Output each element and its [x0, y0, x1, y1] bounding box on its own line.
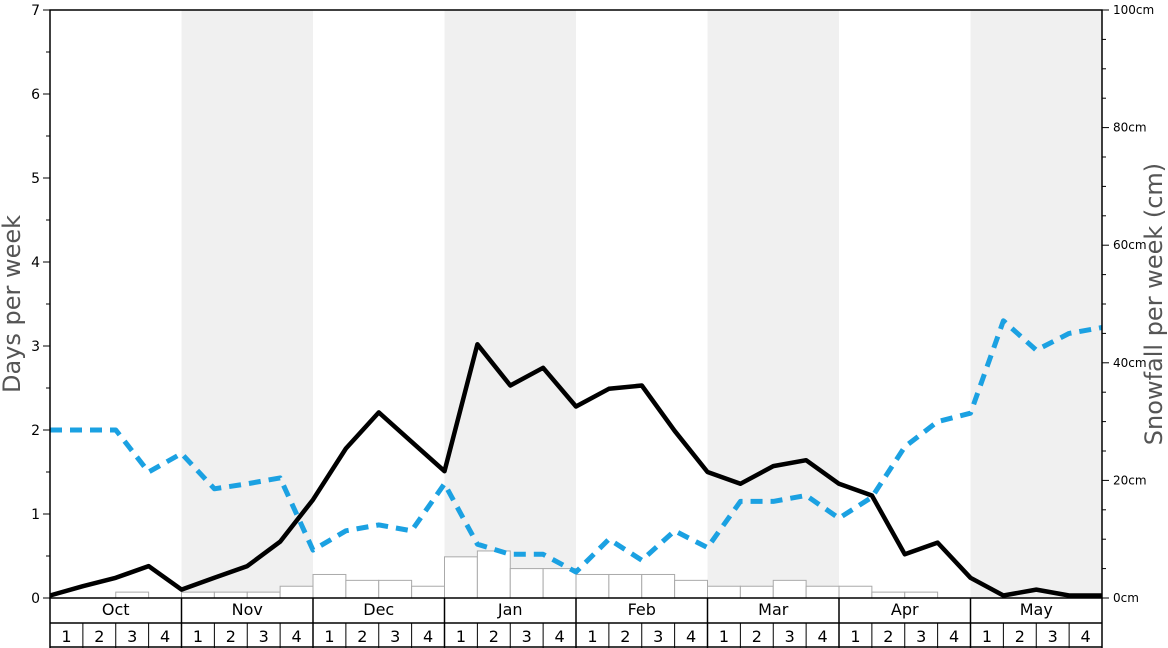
week-label: 2	[94, 627, 104, 646]
right-tick-label: 60cm	[1113, 238, 1147, 252]
left-tick-label: 4	[31, 255, 40, 271]
week-label: 4	[686, 627, 696, 646]
month-shade-nov	[181, 10, 313, 598]
snowfall-bar	[476, 550, 511, 599]
month-label: Dec	[363, 600, 394, 619]
week-label: 3	[127, 627, 137, 646]
left-tick-label: 5	[31, 171, 40, 187]
week-label: 1	[324, 627, 334, 646]
snowfall-bar	[575, 573, 610, 599]
left-tick-label: 6	[31, 87, 40, 103]
month-label: Feb	[628, 600, 656, 619]
left-tick-label: 3	[31, 339, 40, 355]
data-lines	[49, 318, 1103, 598]
week-label: 3	[916, 627, 926, 646]
week-label: 2	[357, 627, 367, 646]
week-label: 1	[193, 627, 203, 646]
snowfall-bar	[509, 568, 544, 599]
x-axis-labels: Oct Nov Dec Jan Feb Mar Apr May 1 2 3 4 1 2 3 4 1 2 3 4 1 2 3 4…	[49, 598, 1103, 648]
snowfall-bar	[542, 568, 577, 599]
snowfall-bar	[904, 591, 939, 599]
right-tick-label: 80cm	[1113, 121, 1147, 135]
month-shading	[181, 10, 1102, 598]
left-tick-label: 2	[31, 423, 40, 439]
snowfall-bar	[345, 579, 380, 599]
month-shade-jan	[444, 10, 576, 598]
week-label: 1	[982, 627, 992, 646]
snowfall-bar	[772, 579, 807, 599]
left-tick-label: 7	[31, 3, 40, 19]
left-axis-ticks: 0 1 2 3 4 5 6 7	[31, 3, 50, 607]
week-label: 4	[423, 627, 433, 646]
month-shade-mar	[707, 10, 839, 598]
week-label: 3	[653, 627, 663, 646]
month-label: May	[1020, 600, 1053, 619]
week-label: 2	[489, 627, 499, 646]
snowfall-bar	[279, 585, 314, 599]
month-label: Apr	[891, 600, 919, 619]
right-tick-label: 20cm	[1113, 473, 1147, 487]
week-label: 4	[1080, 627, 1090, 646]
snowfall-bar	[707, 585, 741, 599]
snowfall-bar	[411, 585, 445, 599]
week-label: 4	[291, 627, 301, 646]
month-shade-may	[970, 10, 1102, 598]
week-label: 2	[883, 627, 893, 646]
week-label: 1	[719, 627, 729, 646]
snowfall-bar	[312, 573, 347, 599]
month-label: Mar	[758, 600, 789, 619]
week-label: 4	[949, 627, 959, 646]
week-label: 3	[259, 627, 269, 646]
solid-series-line	[49, 342, 1102, 598]
month-label: Nov	[232, 600, 263, 619]
week-label: 2	[226, 627, 236, 646]
month-label: Jan	[497, 600, 523, 619]
week-label: 3	[522, 627, 532, 646]
snowfall-bar	[213, 591, 248, 599]
week-label: 1	[456, 627, 466, 646]
snowfall-bars	[115, 550, 939, 599]
week-label: 4	[817, 627, 827, 646]
snowfall-bar	[115, 591, 150, 599]
snowfall-bar	[378, 579, 413, 599]
snowfall-bar	[246, 591, 281, 599]
week-label: 3	[1048, 627, 1058, 646]
week-label: 2	[620, 627, 630, 646]
snowfall-bar	[871, 591, 906, 599]
week-label: 4	[554, 627, 564, 646]
week-label: 3	[785, 627, 795, 646]
week-label: 1	[850, 627, 860, 646]
right-axis-title: Snowfall per week (cm)	[1140, 163, 1168, 445]
week-label: 2	[752, 627, 762, 646]
snowfall-bar	[444, 556, 478, 599]
week-label: 3	[390, 627, 400, 646]
right-tick-label: 40cm	[1113, 356, 1147, 370]
left-tick-label: 1	[31, 507, 40, 523]
month-label: Oct	[102, 600, 130, 619]
snowfall-bar	[838, 585, 873, 599]
right-tick-label: 0cm	[1113, 591, 1139, 605]
right-tick-label: 100cm	[1113, 3, 1154, 17]
snowfall-bar	[181, 591, 215, 599]
right-axis-ticks: 0cm 20cm 40cm 60cm 80cm 100cm	[1102, 3, 1154, 605]
week-label: 1	[61, 627, 71, 646]
snowfall-bar	[739, 585, 774, 599]
dashed-series-line	[50, 318, 1103, 575]
snowfall-bar	[608, 573, 643, 599]
snowfall-bar	[641, 573, 676, 599]
snowfall-bar	[805, 585, 840, 599]
left-axis-title: Days per week	[0, 215, 26, 393]
left-tick-label: 0	[31, 591, 40, 607]
snowfall-bar	[674, 579, 708, 599]
week-label: 4	[160, 627, 170, 646]
week-label: 1	[587, 627, 597, 646]
week-label: 2	[1015, 627, 1025, 646]
